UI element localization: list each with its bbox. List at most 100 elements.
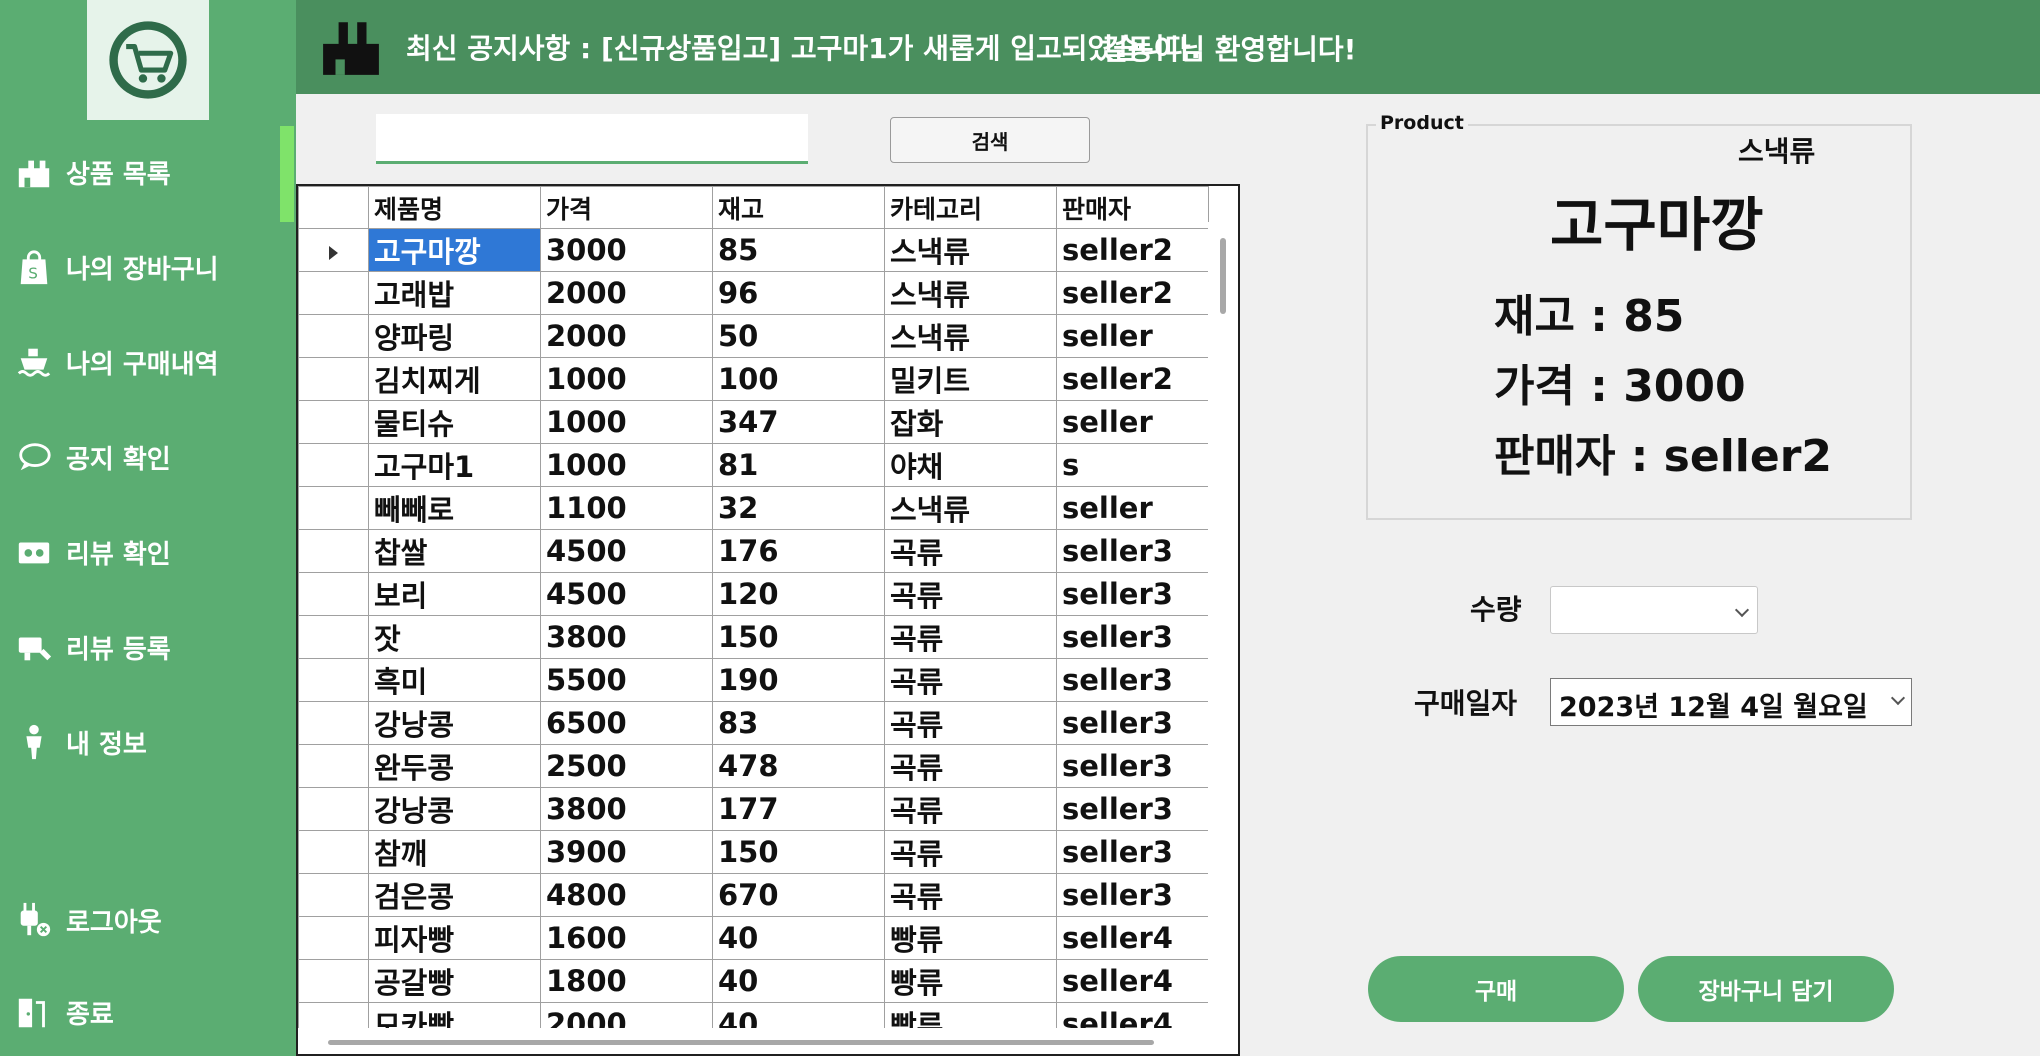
table-cell[interactable]: 야채	[884, 443, 1057, 487]
table-cell[interactable]: 4500	[540, 529, 713, 573]
table-cell[interactable]: 곡류	[884, 658, 1057, 702]
row-header[interactable]	[298, 787, 369, 831]
sidebar-item-notice[interactable]: 공지 확인	[0, 425, 296, 489]
table-cell[interactable]: 완두콩	[368, 744, 541, 788]
table-cell[interactable]: 곡류	[884, 701, 1057, 745]
table-cell[interactable]: seller2	[1056, 271, 1209, 315]
table-row[interactable]: 고구마1 1000 81 야채 s	[298, 443, 1209, 487]
table-cell[interactable]: 347	[712, 400, 885, 444]
table-cell[interactable]: seller	[1056, 314, 1209, 358]
table-cell[interactable]: seller4	[1056, 916, 1209, 960]
scrollbar-thumb[interactable]	[1220, 238, 1226, 314]
table-cell[interactable]: 밀키트	[884, 357, 1057, 401]
table-cell[interactable]: 보리	[368, 572, 541, 616]
table-cell[interactable]: 스낵류	[884, 228, 1057, 272]
table-row[interactable]: 물티슈 1000 347 잡화 seller	[298, 400, 1209, 444]
row-header[interactable]	[298, 228, 369, 272]
table-cell[interactable]: seller	[1056, 486, 1209, 530]
table-cell[interactable]: 81	[712, 443, 885, 487]
column-header[interactable]: 제품명	[368, 186, 541, 229]
row-header[interactable]	[298, 314, 369, 358]
row-header[interactable]	[298, 744, 369, 788]
table-cell[interactable]: 곡류	[884, 830, 1057, 874]
table-cell[interactable]: 3000	[540, 228, 713, 272]
add-to-cart-button[interactable]: 장바구니 담기	[1638, 956, 1894, 1022]
table-cell[interactable]: 176	[712, 529, 885, 573]
sidebar-item-logout[interactable]: 로그아웃	[0, 888, 296, 952]
table-cell[interactable]: 3800	[540, 615, 713, 659]
table-row[interactable]: 흑미 5500 190 곡류 seller3	[298, 658, 1209, 702]
table-cell[interactable]: 찹쌀	[368, 529, 541, 573]
table-cell[interactable]: 3800	[540, 787, 713, 831]
row-header[interactable]	[298, 701, 369, 745]
table-row[interactable]: 참깨 3900 150 곡류 seller3	[298, 830, 1209, 874]
search-input[interactable]	[376, 114, 808, 164]
quantity-select[interactable]	[1550, 586, 1758, 634]
table-row[interactable]: 공갈빵 1800 40 빵류 seller4	[298, 959, 1209, 1003]
table-cell[interactable]: seller3	[1056, 701, 1209, 745]
table-cell[interactable]: 85	[712, 228, 885, 272]
product-grid[interactable]: 제품명 가격 재고 카테고리 판매자 고구마깡 3000 85 스낵류 seller2 고…	[296, 184, 1240, 1056]
table-row[interactable]: 잣 3800 150 곡류 seller3	[298, 615, 1209, 659]
table-cell[interactable]: 곡류	[884, 744, 1057, 788]
table-cell[interactable]: 잡화	[884, 400, 1057, 444]
table-cell[interactable]: 검은콩	[368, 873, 541, 917]
table-cell[interactable]: 스낵류	[884, 486, 1057, 530]
table-cell[interactable]: 150	[712, 830, 885, 874]
table-cell[interactable]: 1100	[540, 486, 713, 530]
table-cell[interactable]: seller4	[1056, 959, 1209, 1003]
row-header[interactable]	[298, 357, 369, 401]
scrollbar-thumb[interactable]	[328, 1040, 1154, 1045]
table-cell[interactable]: 스낵류	[884, 271, 1057, 315]
table-row[interactable]: 피자빵 1600 40 빵류 seller4	[298, 916, 1209, 960]
vertical-scrollbar[interactable]	[1208, 222, 1238, 1042]
sidebar-item-product-list[interactable]: 상품 목록	[0, 140, 296, 204]
sidebar-item-my-info[interactable]: 내 정보	[0, 710, 296, 774]
table-cell[interactable]: 1000	[540, 400, 713, 444]
buy-button[interactable]: 구매	[1368, 956, 1624, 1022]
column-header[interactable]: 판매자	[1056, 186, 1209, 229]
row-header[interactable]	[298, 271, 369, 315]
table-cell[interactable]: 40	[712, 959, 885, 1003]
table-cell[interactable]: seller2	[1056, 357, 1209, 401]
table-cell[interactable]: 32	[712, 486, 885, 530]
table-row[interactable]: 빼빼로 1100 32 스낵류 seller	[298, 486, 1209, 530]
table-cell[interactable]: seller2	[1056, 228, 1209, 272]
table-cell[interactable]: 양파링	[368, 314, 541, 358]
table-cell[interactable]: 곡류	[884, 615, 1057, 659]
row-header[interactable]	[298, 529, 369, 573]
row-header[interactable]	[298, 959, 369, 1003]
table-cell[interactable]: 빵류	[884, 959, 1057, 1003]
sidebar-item-review-write[interactable]: 리뷰 등록	[0, 615, 296, 679]
table-cell[interactable]: 2500	[540, 744, 713, 788]
table-cell[interactable]: 곡류	[884, 572, 1057, 616]
table-cell[interactable]: 고구마1	[368, 443, 541, 487]
table-cell[interactable]: seller3	[1056, 787, 1209, 831]
table-cell[interactable]: 3900	[540, 830, 713, 874]
column-header[interactable]: 재고	[712, 186, 885, 229]
row-header[interactable]	[298, 830, 369, 874]
table-cell[interactable]: 1000	[540, 443, 713, 487]
table-cell[interactable]: 1800	[540, 959, 713, 1003]
table-cell[interactable]: seller3	[1056, 529, 1209, 573]
table-row[interactable]: 양파링 2000 50 스낵류 seller	[298, 314, 1209, 358]
table-cell[interactable]: 478	[712, 744, 885, 788]
table-cell[interactable]: 4500	[540, 572, 713, 616]
table-cell[interactable]: 빼빼로	[368, 486, 541, 530]
sidebar-item-exit[interactable]: 종료	[0, 980, 296, 1044]
table-cell[interactable]: 고래밥	[368, 271, 541, 315]
table-cell[interactable]: 흑미	[368, 658, 541, 702]
table-row[interactable]: 강낭콩 6500 83 곡류 seller3	[298, 701, 1209, 745]
table-cell[interactable]: 빵류	[884, 916, 1057, 960]
table-cell[interactable]: seller3	[1056, 658, 1209, 702]
table-row[interactable]: 고구마깡 3000 85 스낵류 seller2	[298, 228, 1209, 272]
table-row[interactable]: 강낭콩 3800 177 곡류 seller3	[298, 787, 1209, 831]
sidebar-item-purchase-history[interactable]: 나의 구매내역	[0, 330, 296, 394]
sidebar-item-my-cart[interactable]: S 나의 장바구니	[0, 235, 296, 299]
table-cell[interactable]: 4800	[540, 873, 713, 917]
purchase-date-picker[interactable]: 2023년 12월 4일 월요일	[1550, 678, 1912, 726]
table-cell[interactable]: 곡류	[884, 787, 1057, 831]
row-header[interactable]	[298, 615, 369, 659]
table-cell[interactable]: 김치찌게	[368, 357, 541, 401]
column-header[interactable]: 가격	[540, 186, 713, 229]
